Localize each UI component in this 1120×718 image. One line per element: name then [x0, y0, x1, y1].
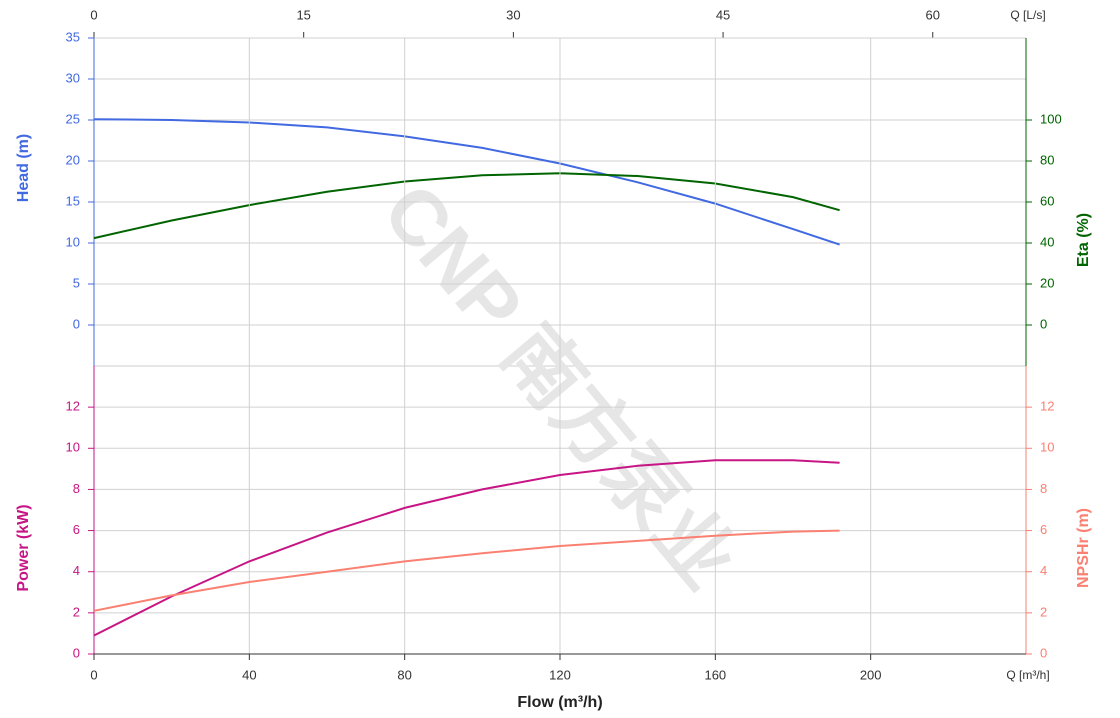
- y2-tick-label: 10: [1040, 440, 1054, 455]
- y-tick-label: 0: [73, 316, 80, 331]
- x2-tick-label: 30: [506, 7, 520, 22]
- y2-tick-label: 80: [1040, 152, 1054, 167]
- y-tick-label: 8: [73, 481, 80, 496]
- y-tick-label: 10: [66, 234, 80, 249]
- y-tick-label: 10: [66, 440, 80, 455]
- y2-tick-label: 20: [1040, 275, 1054, 290]
- y2-tick-label: 0: [1040, 645, 1047, 660]
- series-line: [93, 459, 840, 637]
- y2-axis-title: NPSHr (m): [1075, 508, 1092, 588]
- y-tick-label: 15: [66, 193, 80, 208]
- x-tick-label: 80: [397, 667, 411, 682]
- x-tick-label: 200: [860, 667, 882, 682]
- y-tick-label: 20: [66, 152, 80, 167]
- y-axis-title: Power (kW): [15, 504, 32, 591]
- y2-tick-label: 6: [1040, 522, 1047, 537]
- x-tick-label: 160: [704, 667, 726, 682]
- series-line: [93, 118, 840, 246]
- y-axis-title: Head (m): [15, 134, 32, 202]
- x-tick-label: 40: [242, 667, 256, 682]
- x-tick-label: 0: [90, 667, 97, 682]
- y-tick-label: 0: [73, 645, 80, 660]
- x2-tick-label: 0: [90, 7, 97, 22]
- y-tick-label: 30: [66, 70, 80, 85]
- y2-tick-label: 0: [1040, 316, 1047, 331]
- x-unit: Q [m³/h]: [1006, 668, 1049, 682]
- y-tick-label: 35: [66, 29, 80, 44]
- y2-tick-label: 100: [1040, 111, 1062, 126]
- y-tick-label: 4: [73, 563, 80, 578]
- y2-axis-title: Eta (%): [1075, 213, 1092, 267]
- x2-tick-label: 60: [926, 7, 940, 22]
- x2-unit: Q [L/s]: [1010, 8, 1045, 22]
- series-line: [93, 529, 840, 612]
- y2-tick-label: 60: [1040, 193, 1054, 208]
- x2-tick-label: 15: [296, 7, 310, 22]
- y-tick-label: 25: [66, 111, 80, 126]
- y-tick-label: 5: [73, 275, 80, 290]
- x2-tick-label: 45: [716, 7, 730, 22]
- y-tick-label: 12: [66, 399, 80, 414]
- y2-tick-label: 4: [1040, 563, 1047, 578]
- y-tick-label: 6: [73, 522, 80, 537]
- y-tick-label: 2: [73, 604, 80, 619]
- y2-tick-label: 2: [1040, 604, 1047, 619]
- y2-tick-label: 8: [1040, 481, 1047, 496]
- y2-tick-label: 40: [1040, 234, 1054, 249]
- x-axis-title: Flow (m³/h): [517, 694, 602, 711]
- y2-tick-label: 12: [1040, 399, 1054, 414]
- series-line: [93, 172, 840, 240]
- x-tick-label: 120: [549, 667, 571, 682]
